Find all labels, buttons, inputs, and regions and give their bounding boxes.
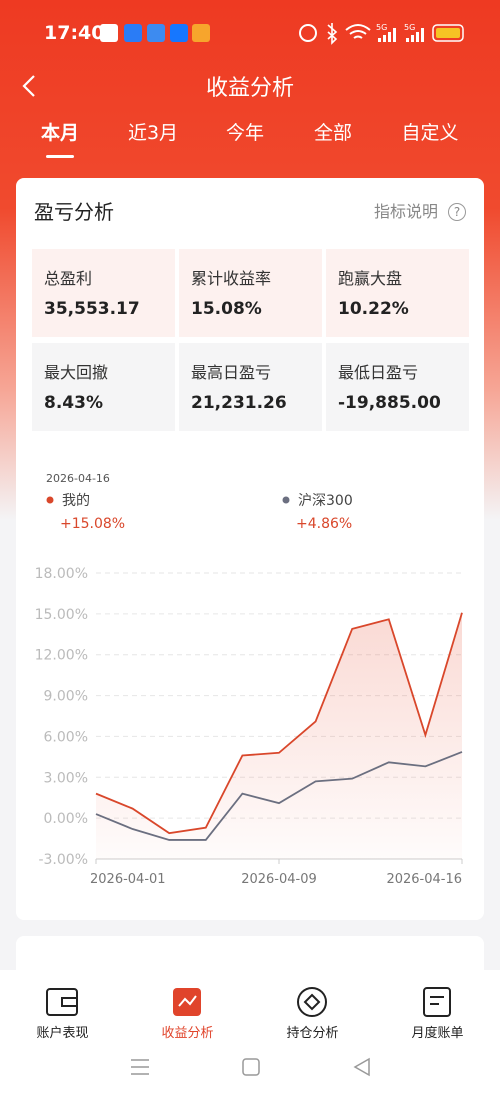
nav-icon xyxy=(423,987,451,1017)
line xyxy=(95,751,463,841)
menu-button[interactable] xyxy=(131,1059,149,1075)
area xyxy=(96,612,462,859)
stat-value: -19,885.00 xyxy=(338,393,441,413)
stat-label: 最高日盈亏 xyxy=(191,363,272,382)
app-icon xyxy=(192,24,210,42)
help-icon: ? xyxy=(448,203,466,221)
tab-indicator xyxy=(46,155,74,158)
legend-dot xyxy=(46,496,54,504)
stat-value: 15.08% xyxy=(191,299,262,319)
app-icon xyxy=(147,24,165,42)
stat-cell: 累计收益率 15.08% xyxy=(179,249,322,337)
y-tick-label: 6.00% xyxy=(44,729,88,745)
nav-icon xyxy=(297,987,327,1017)
card-title: 盈亏分析 xyxy=(34,200,114,224)
nav-icon xyxy=(173,988,201,1016)
nav-icon xyxy=(46,988,78,1016)
tab[interactable]: 今年 xyxy=(225,122,265,144)
nav-label: 账户表现 xyxy=(36,1026,89,1041)
tab-bar: 本月 近3月 今年 全部 自定义 xyxy=(0,118,500,158)
stat-value: 10.22% xyxy=(338,299,409,319)
legend-value: +4.86% xyxy=(296,516,352,532)
stat-label: 最低日盈亏 xyxy=(338,363,419,382)
stat-cell: 跑赢大盘 10.22% xyxy=(326,249,469,337)
status-bar: 17:40 5G 5G xyxy=(0,0,500,65)
signal-icon xyxy=(378,28,396,42)
nav-item[interactable]: 账户表现 xyxy=(0,978,125,1041)
status-icons: 5G 5G xyxy=(100,23,464,45)
y-tick-label: 18.00% xyxy=(35,566,88,582)
stat-label: 总盈利 xyxy=(44,269,93,288)
app-icon xyxy=(170,24,188,42)
stat-value: 35,553.17 xyxy=(44,299,140,319)
nav-label: 收益分析 xyxy=(161,1026,214,1041)
y-tick-label: 12.00% xyxy=(35,648,88,664)
stat-cell: 总盈利 35,553.17 xyxy=(32,249,175,337)
stat-label: 累计收益率 xyxy=(191,269,272,288)
y-tick-label: 9.00% xyxy=(44,689,88,705)
stat-label: 最大回撤 xyxy=(44,363,109,382)
y-tick-label: 3.00% xyxy=(44,770,88,786)
back-system-button[interactable] xyxy=(353,1057,370,1077)
y-tick-label: 0.00% xyxy=(44,811,88,827)
page-title: 收益分析 xyxy=(205,76,294,101)
system-nav xyxy=(131,1057,370,1077)
line xyxy=(95,612,463,835)
home-button[interactable] xyxy=(242,1058,260,1076)
stat-value: 21,231.26 xyxy=(191,393,287,413)
tab[interactable]: 自定义 xyxy=(401,122,459,144)
nav-item[interactable]: 月度账单 xyxy=(375,978,500,1041)
time: 17:40 xyxy=(44,22,105,44)
tab[interactable]: 全部 xyxy=(313,122,353,144)
nav-label: 持仓分析 xyxy=(286,1026,339,1041)
nav-item[interactable]: 持仓分析 xyxy=(250,978,375,1041)
app-icon xyxy=(100,24,118,42)
bluetooth-icon xyxy=(327,23,338,45)
y-tick-label: 15.00% xyxy=(35,607,88,623)
tab[interactable]: 近3月 xyxy=(127,122,179,144)
stat-value: 8.43% xyxy=(44,393,103,413)
nav-label: 月度账单 xyxy=(411,1026,464,1041)
stat-cell: 最高日盈亏 21,231.26 xyxy=(179,343,322,431)
tab[interactable]: 本月 xyxy=(40,122,80,144)
help-link[interactable]: 指标说明? xyxy=(374,198,466,222)
x-tick-label: 2026-04-16 xyxy=(386,872,462,887)
legend-value: +15.08% xyxy=(60,516,125,532)
app-icon xyxy=(124,24,142,42)
stat-label: 跑赢大盘 xyxy=(338,269,403,288)
x-tick-label: 2026-04-09 xyxy=(241,872,317,887)
signal-icon xyxy=(406,28,424,42)
chart: 2026-04-16 我的 +15.08% 沪深300 +4.86% -3.00% 0.00… xyxy=(35,472,463,887)
back-button[interactable] xyxy=(20,74,40,98)
stat-cell: 最大回撤 8.43% xyxy=(32,343,175,431)
chart-date: 2026-04-16 xyxy=(46,472,110,485)
x-tick-label: 2026-04-01 xyxy=(90,872,166,887)
network-label: 5G xyxy=(376,23,387,32)
bottom-nav: 账户表现 收益分析 持仓分析 月度账单 xyxy=(0,970,500,1099)
legend-name: 我的 xyxy=(62,493,90,509)
battery-level xyxy=(436,28,460,38)
legend-dot xyxy=(282,496,290,504)
y-tick-label: -3.00% xyxy=(38,852,88,868)
wifi-icon xyxy=(345,24,371,39)
legend-name: 沪深300 xyxy=(298,493,353,509)
nav-item[interactable]: 收益分析 xyxy=(125,978,250,1041)
battery-icon xyxy=(432,24,464,42)
network-label: 5G xyxy=(404,23,415,32)
analysis-card: 盈亏分析 指标说明? 2026-04-16 我的 +15.08% 沪深300 +4.86… xyxy=(16,178,484,920)
help-text: 指标说明 xyxy=(373,202,438,221)
alarm-icon xyxy=(299,24,317,42)
stat-cell: 最低日盈亏 -19,885.00 xyxy=(326,343,469,431)
